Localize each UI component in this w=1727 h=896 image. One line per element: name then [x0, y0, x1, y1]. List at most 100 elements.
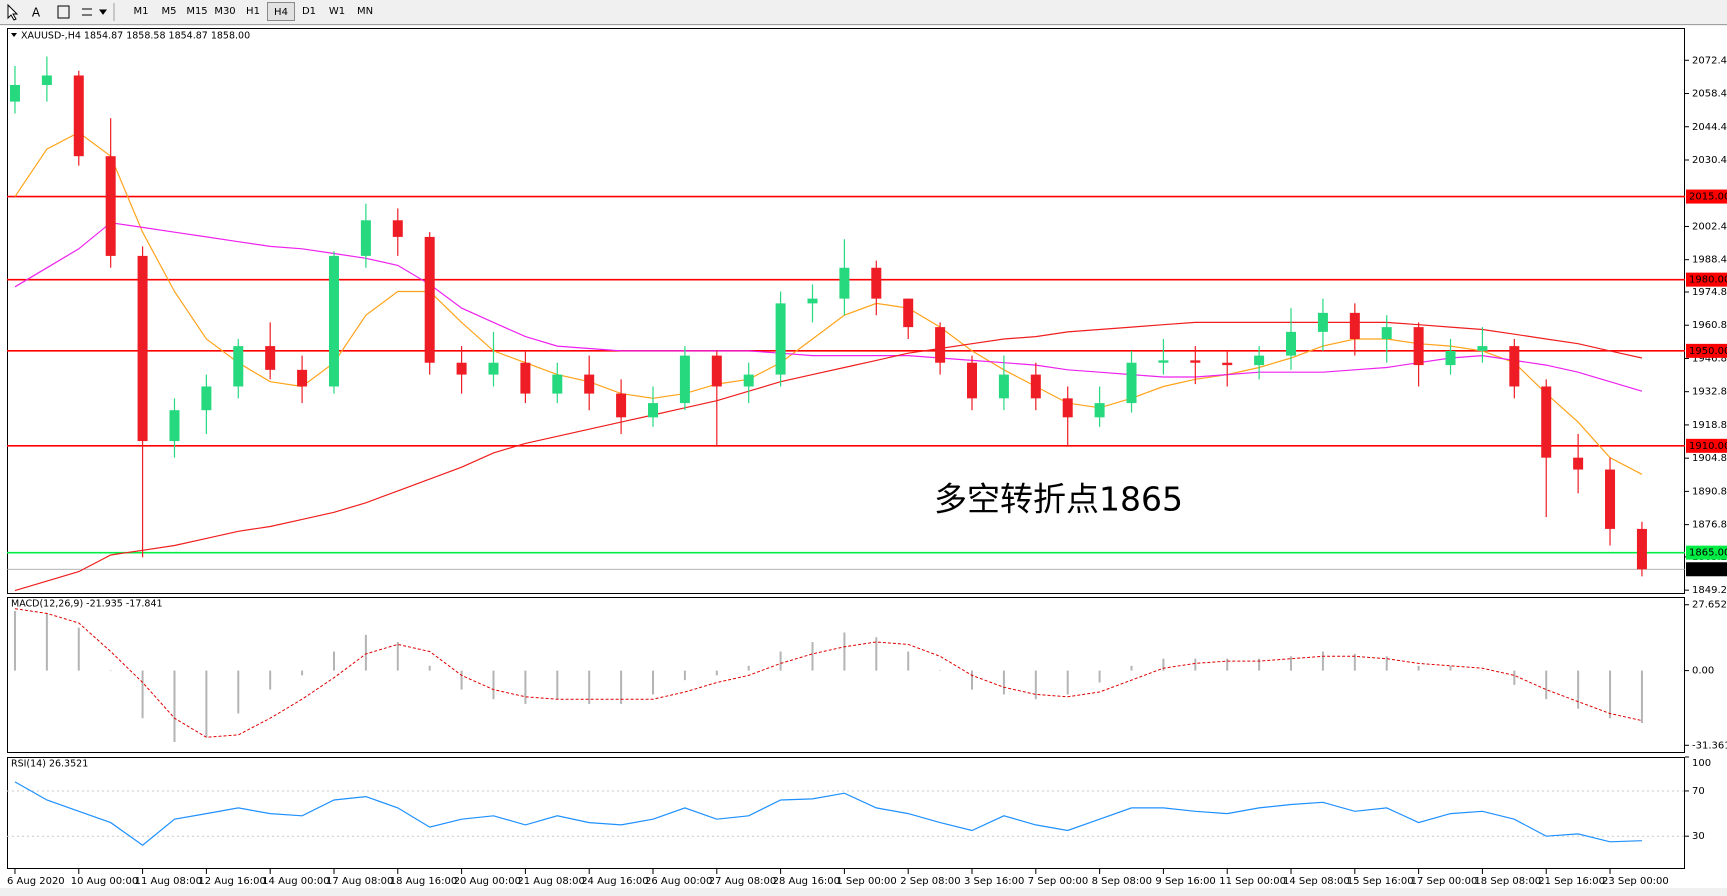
macd-bar — [1577, 670, 1580, 709]
price-label-box — [1686, 545, 1727, 560]
macd-bar — [428, 665, 431, 671]
timeframe-button[interactable]: H1 — [246, 6, 260, 17]
macd-bar — [460, 670, 463, 690]
timeframe-button[interactable]: M5 — [161, 6, 177, 17]
macd-bar — [907, 651, 910, 671]
y-tick-label: 1876.80 — [1692, 520, 1727, 531]
candle-body — [1286, 331, 1297, 356]
candle-body — [616, 393, 627, 418]
timeframe-button[interactable]: M1 — [133, 6, 149, 17]
candle-body — [456, 362, 467, 375]
candle-body — [424, 236, 435, 363]
candle-body — [1254, 355, 1265, 366]
macd-bar — [747, 665, 750, 671]
price-label-box — [1686, 343, 1727, 358]
candle-body — [711, 355, 722, 387]
candle-body — [1541, 386, 1552, 458]
moving-average — [14, 321, 1643, 592]
x-tick-label: 9 Sep 16:00 — [1155, 876, 1215, 887]
candle-body — [552, 374, 563, 394]
candle-body — [775, 303, 786, 375]
status-strip — [0, 888, 1727, 896]
macd-bar — [715, 670, 718, 676]
candle-body — [1573, 457, 1584, 470]
timeframe-button[interactable]: M30 — [214, 6, 236, 17]
price-label-box — [1686, 189, 1727, 204]
price-label: 2015.00 — [1689, 192, 1727, 203]
rsi-panel-frame — [7, 757, 1685, 869]
y-tick-label: 1946.80 — [1692, 353, 1727, 364]
candle-body — [360, 220, 371, 256]
candle-body — [201, 386, 212, 411]
y-tick-label: 1890.80 — [1692, 486, 1727, 497]
candle-body — [1605, 469, 1616, 529]
candle-body — [488, 362, 499, 375]
y-tick-label: 1988.40 — [1692, 255, 1727, 266]
candle-body — [169, 410, 180, 442]
macd-bar — [1353, 653, 1356, 671]
x-tick-label: 6 Aug 2020 — [7, 876, 65, 887]
candle-body — [9, 84, 20, 102]
moving-average — [14, 131, 1643, 475]
candle-body — [584, 374, 595, 394]
timeframe-button[interactable]: D1 — [301, 6, 317, 17]
y-tick-label: 1932.80 — [1692, 387, 1727, 398]
macd-bar — [524, 670, 527, 704]
x-tick-label: 27 Aug 08:00 — [709, 876, 776, 887]
x-tick-label: 1 Sep 00:00 — [836, 876, 896, 887]
candle-body — [679, 355, 690, 404]
x-tick-label: 28 Aug 16:00 — [773, 876, 840, 887]
macd-bar — [205, 670, 208, 738]
timeframe-button[interactable]: MN — [356, 6, 374, 17]
macd-bar — [971, 670, 974, 690]
candle-body — [392, 220, 403, 237]
macd-bar — [13, 611, 16, 671]
macd-bar — [396, 642, 399, 671]
x-tick-label: 21 Sep 16:00 — [1538, 876, 1605, 887]
candle-body — [1509, 346, 1520, 387]
candle-body — [1636, 528, 1647, 570]
candle-body — [1381, 327, 1392, 339]
y-tick-label: 27.652 — [1692, 600, 1727, 611]
timeframe-button[interactable]: W1 — [328, 6, 346, 17]
text-icon[interactable]: A — [32, 6, 41, 20]
y-tick-label: 70 — [1692, 786, 1705, 797]
y-tick-label: 2072.40 — [1692, 55, 1727, 66]
macd-bar — [1385, 656, 1388, 671]
timeframe-button[interactable]: M15 — [186, 6, 208, 17]
macd-bar — [1481, 670, 1484, 672]
macd-bar — [1290, 656, 1293, 671]
macd-bar — [1449, 665, 1452, 671]
candle-body — [520, 362, 531, 394]
y-tick-label: 2058.40 — [1692, 89, 1727, 100]
label-icon[interactable] — [57, 5, 70, 19]
candle-body — [1126, 362, 1137, 404]
macd-bar — [301, 670, 304, 676]
macd-bar — [173, 670, 176, 743]
price-label: 1980.00 — [1689, 275, 1727, 286]
price-label: 1858.00 — [1689, 564, 1727, 575]
price-label-box — [1686, 562, 1727, 577]
symbol-icon — [11, 33, 17, 37]
y-tick-label: 1960.80 — [1692, 320, 1727, 331]
macd-panel-frame — [7, 597, 1685, 753]
macd-bar — [45, 613, 48, 671]
cursor-icon[interactable] — [7, 3, 19, 21]
macd-bar — [588, 670, 591, 704]
macd-bar — [1130, 665, 1133, 671]
timeframe-button[interactable]: H4 — [267, 2, 295, 21]
macd-bar — [939, 670, 942, 672]
price-label: 1910.00 — [1689, 441, 1727, 452]
x-tick-label: 3 Sep 16:00 — [964, 876, 1024, 887]
shapes-icon[interactable] — [82, 8, 107, 16]
x-tick-label: 26 Aug 00:00 — [645, 876, 712, 887]
macd-bar — [556, 670, 559, 700]
macd-bar — [1002, 670, 1005, 695]
candle-body — [935, 327, 946, 363]
macd-bar — [875, 637, 878, 671]
candle-body — [73, 75, 84, 157]
x-tick-label: 14 Sep 08:00 — [1283, 876, 1350, 887]
x-tick-label: 10 Aug 00:00 — [71, 876, 138, 887]
macd-bar — [109, 670, 112, 672]
